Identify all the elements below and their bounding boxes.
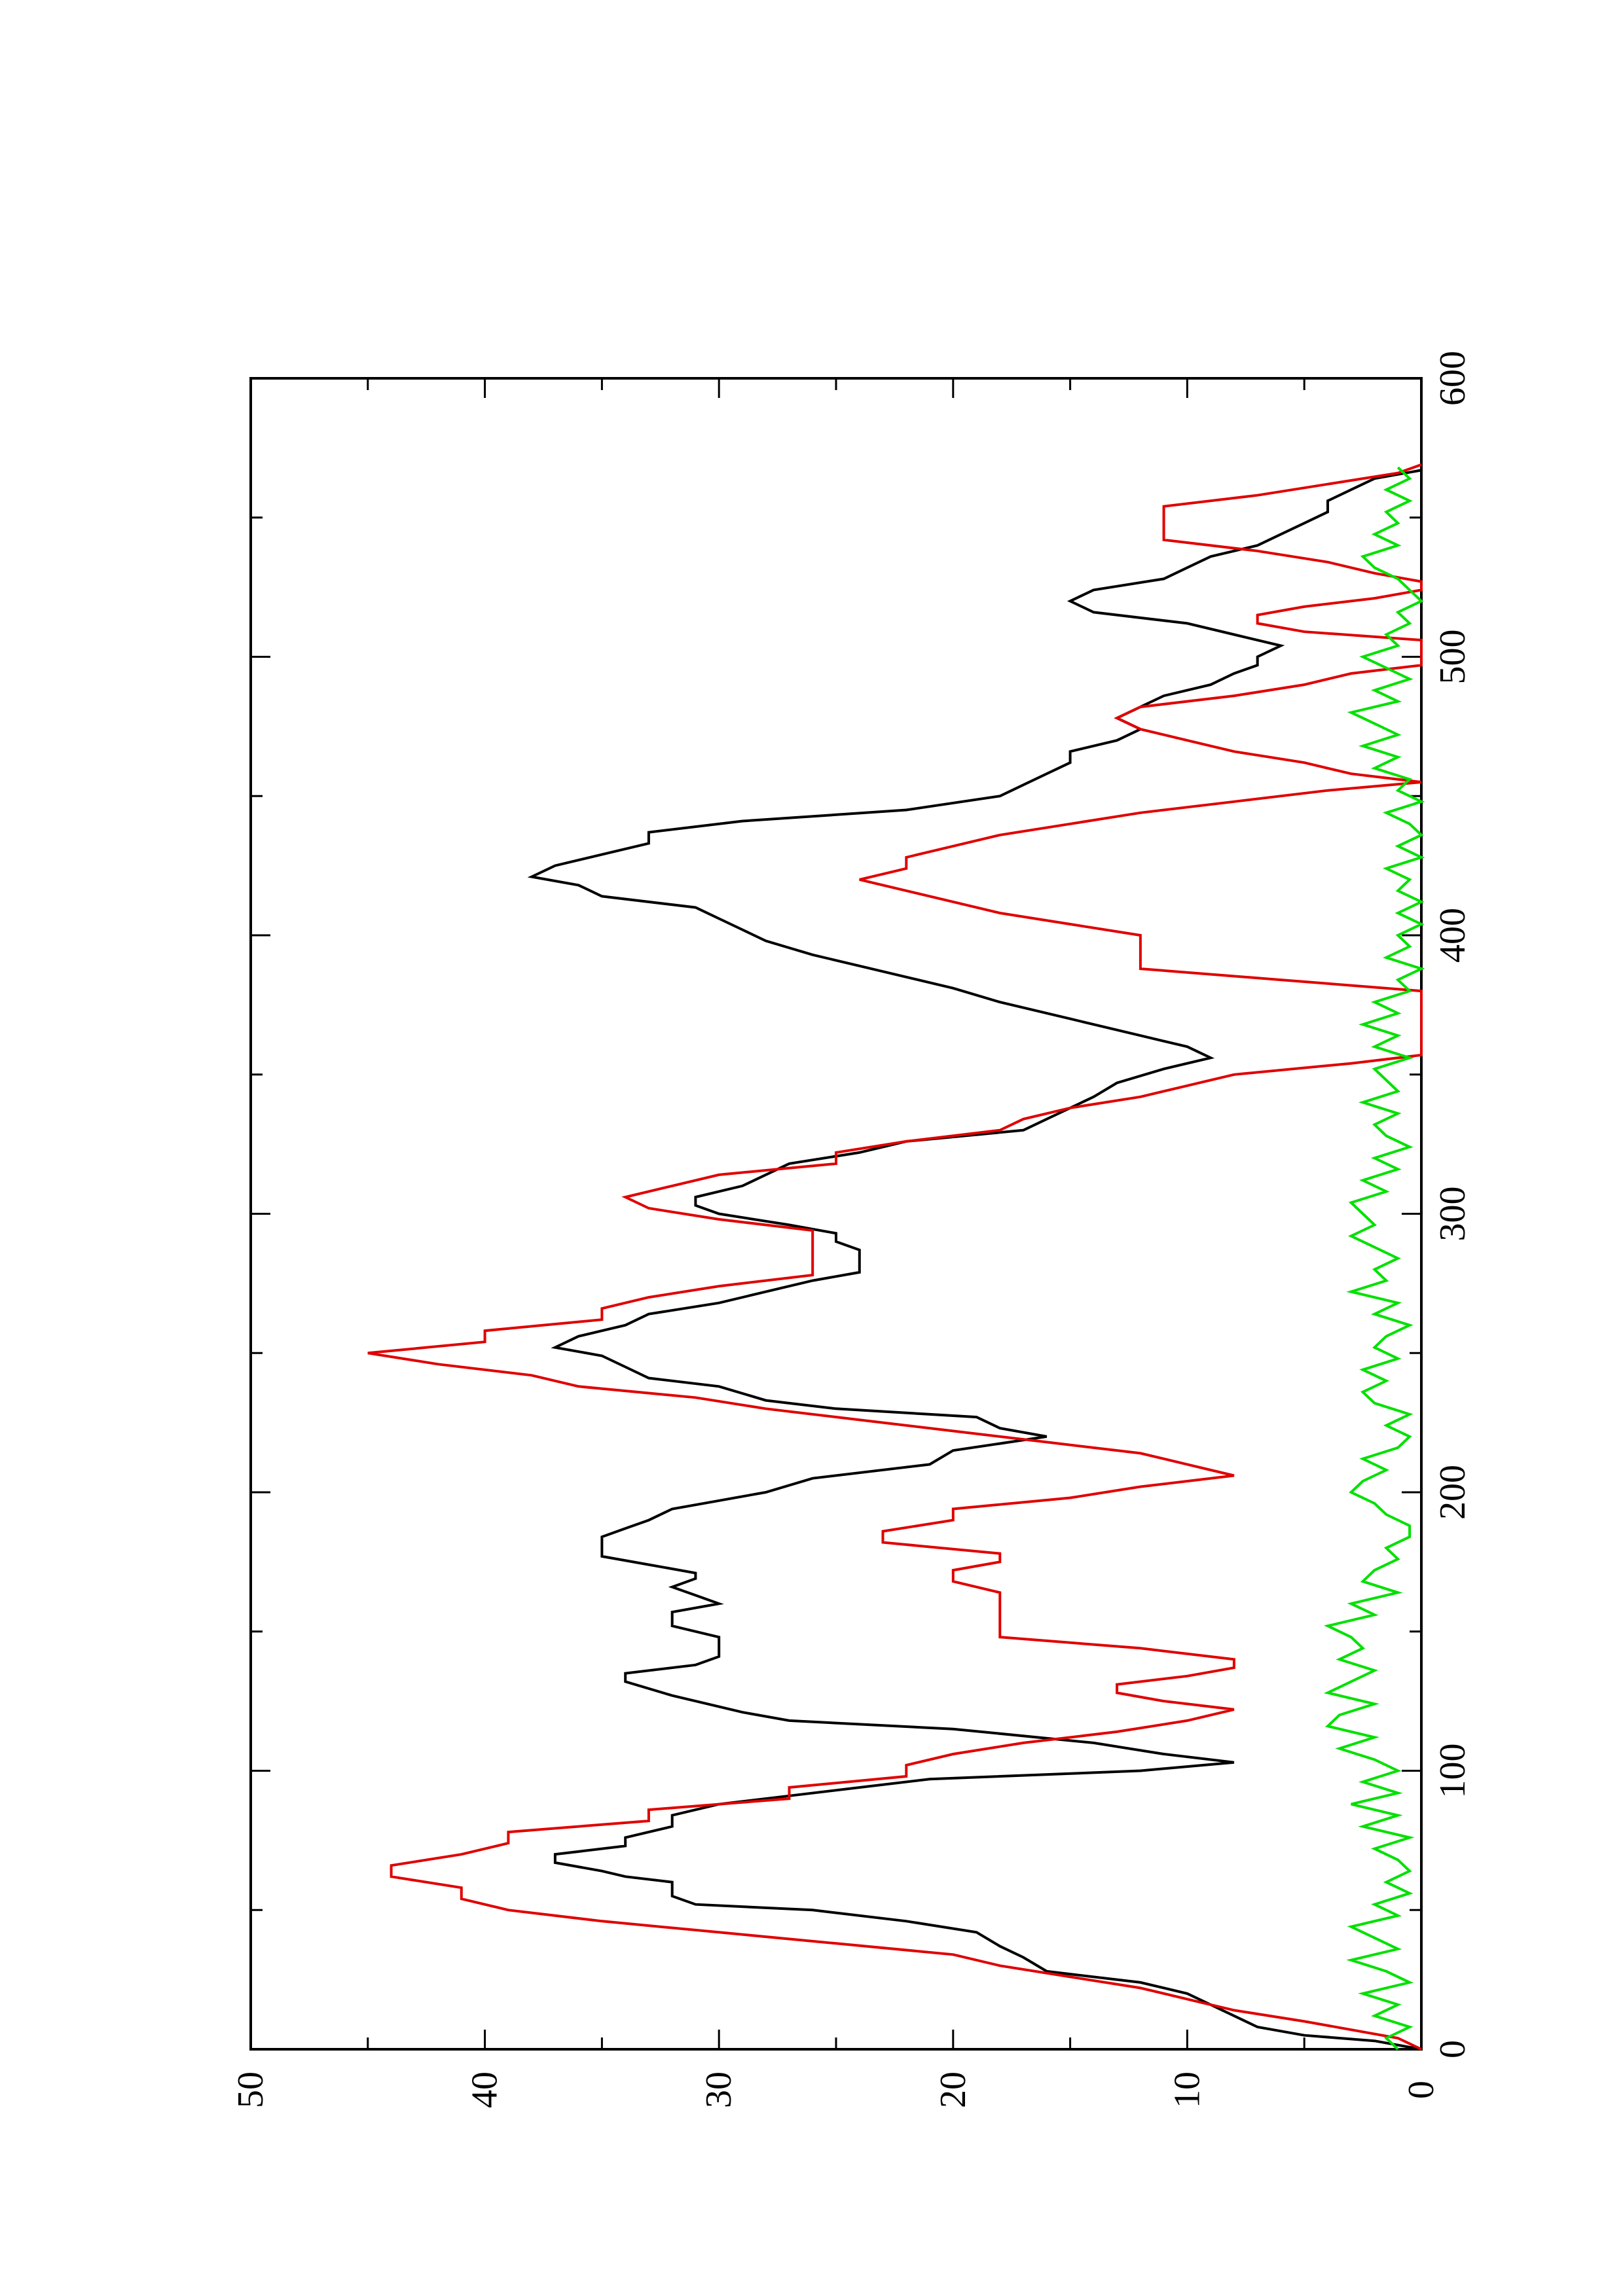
plot-frame	[249, 377, 1423, 2051]
x-tick-label: 0	[1432, 2040, 1473, 2058]
series-layer	[367, 463, 1425, 2051]
series-line-1	[527, 469, 1422, 2051]
x-tick-label: 200	[1432, 1465, 1473, 1520]
series-line-3	[1324, 466, 1425, 2051]
y-tick-label: 10	[1167, 2072, 1207, 2108]
x-tick-label: 500	[1432, 630, 1473, 685]
y-tick-label: 50	[230, 2072, 271, 2108]
y-tick-label: 20	[933, 2072, 974, 2108]
axis-tick-labels: 0 100 200 300 400 500 600 0 10 20 30 40 50	[230, 351, 1473, 2108]
x-tick-label: 100	[1432, 1744, 1473, 1799]
series-line-2	[367, 463, 1423, 2051]
x-tick-label: 600	[1432, 351, 1473, 406]
axis-ticks	[249, 377, 1423, 2051]
x-tick-label: 300	[1432, 1187, 1473, 1242]
y-tick-label: 30	[699, 2072, 739, 2108]
y-tick-label: 0	[1401, 2081, 1442, 2099]
y-tick-label: 40	[465, 2072, 505, 2108]
x-tick-label: 400	[1432, 908, 1473, 963]
